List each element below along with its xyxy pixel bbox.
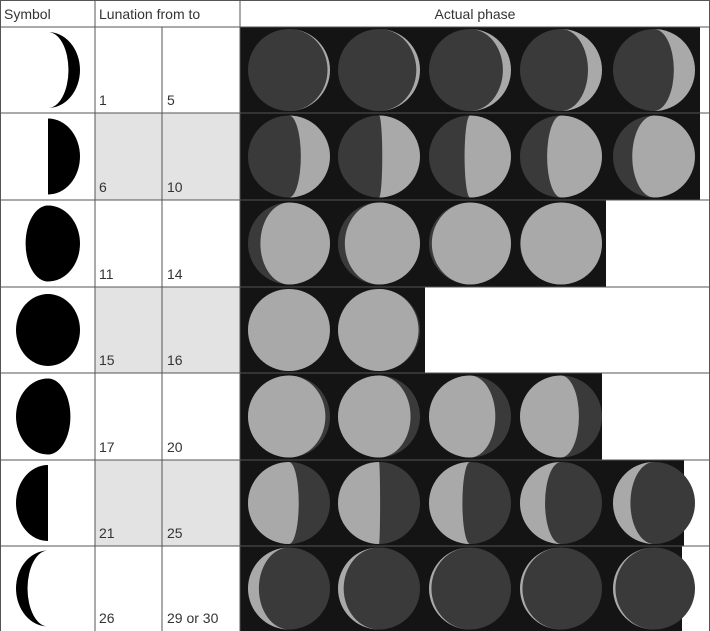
header-actual-phase: Actual phase [435, 6, 516, 22]
lunation-to: 16 [167, 352, 183, 368]
moon-lit [613, 462, 654, 544]
moon-dark [520, 29, 602, 111]
lunation-from: 17 [99, 439, 115, 455]
lunation-from: 21 [99, 525, 115, 541]
moon-lit [338, 289, 419, 371]
phase-symbol [16, 465, 48, 541]
lunation-to: 14 [167, 266, 183, 282]
phase-symbol [48, 32, 80, 108]
moon-lit [248, 462, 299, 544]
moon-lit [338, 462, 381, 544]
lunation-to: 5 [167, 92, 175, 108]
lunation-to: 29 or 30 [167, 610, 219, 626]
moon-dark [429, 547, 511, 630]
lunation-to: 10 [167, 179, 183, 195]
moon-lit [428, 375, 496, 458]
phase-symbol [16, 294, 80, 366]
row-shade [95, 287, 240, 373]
moon-lit [338, 547, 379, 630]
lunation-to: 20 [167, 439, 183, 455]
moon-lit [464, 115, 511, 198]
moon-lit [547, 115, 602, 198]
header-lunation: Lunation from to [99, 6, 200, 22]
moon-lit [338, 375, 411, 458]
moon-lit [289, 115, 330, 198]
phase-symbol [16, 378, 71, 455]
moon-lit [379, 115, 420, 198]
moon-lit [248, 375, 326, 458]
moon-lit [470, 29, 511, 111]
moon-lit [248, 289, 330, 371]
moon-lit [520, 375, 579, 458]
lunation-from: 1 [99, 92, 107, 108]
moon-lit [248, 547, 289, 630]
moon-lit [344, 202, 420, 285]
header-symbol: Symbol [4, 6, 51, 22]
moon-dark [429, 29, 511, 111]
moon-lit [260, 202, 330, 285]
moon-lit [561, 29, 602, 111]
moon-dark [248, 547, 330, 630]
lunation-from: 15 [99, 352, 115, 368]
moon-dark [613, 547, 695, 630]
moon-lit [520, 202, 602, 285]
lunation-from: 6 [99, 179, 107, 195]
phase-symbol [48, 118, 80, 195]
phase-symbol [16, 550, 48, 627]
lunation-from: 11 [99, 266, 114, 282]
moon-dark [338, 29, 420, 111]
moon-dark [520, 547, 602, 630]
moon-dark [248, 29, 330, 111]
lunation-to: 25 [167, 525, 183, 541]
phase-symbol [25, 205, 80, 282]
lunation-from: 26 [99, 610, 115, 626]
row-shade [95, 113, 240, 200]
row-shade [95, 460, 240, 546]
moon-lit [654, 29, 695, 111]
moon-lit [429, 462, 470, 544]
moon-lit [431, 202, 511, 285]
moon-lit [632, 115, 695, 198]
moon-lit [520, 462, 561, 544]
moon-dark [338, 547, 420, 630]
